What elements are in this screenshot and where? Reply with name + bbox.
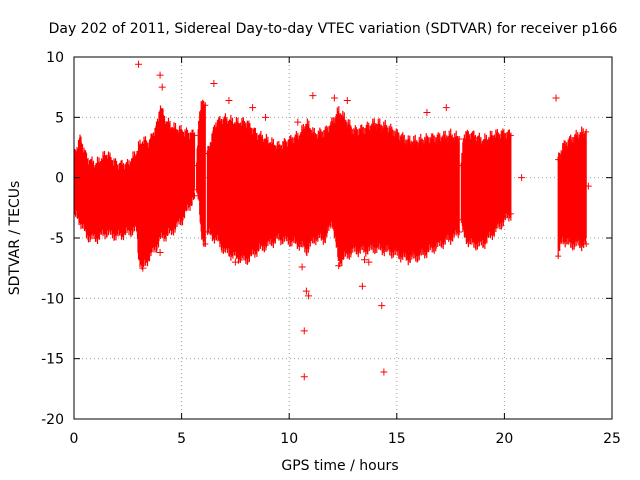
outlier-point	[442, 104, 450, 112]
x-tick-label: 25	[603, 431, 621, 447]
outlier-point	[249, 104, 257, 112]
x-tick-label: 5	[177, 431, 186, 447]
data-point-marker	[202, 241, 209, 248]
outlier-point	[343, 96, 351, 104]
data-point-marker	[555, 253, 562, 260]
outlier-point	[361, 256, 369, 264]
outlier-point	[225, 96, 233, 104]
outlier-point	[158, 83, 166, 91]
outlier-point	[358, 282, 366, 290]
y-tick-label: 10	[46, 50, 64, 66]
outlier-point	[309, 92, 317, 100]
y-tick-label: 0	[55, 171, 64, 187]
data-point-marker	[456, 228, 463, 235]
data-point-marker	[204, 228, 211, 235]
x-axis-label: GPS time / hours	[281, 458, 398, 474]
outlier-point	[518, 174, 526, 182]
outlier-point	[302, 287, 310, 295]
data-points	[74, 60, 592, 381]
data-point-marker	[583, 241, 590, 248]
y-tick-label: -15	[41, 352, 64, 368]
data-point-marker	[583, 128, 590, 135]
chart-title: Day 202 of 2011, Sidereal Day-to-day VTE…	[49, 21, 618, 37]
x-tick-label: 15	[388, 431, 406, 447]
outlier-point	[300, 373, 308, 381]
outlier-point	[300, 327, 308, 335]
data-point-marker	[191, 132, 198, 139]
y-tick-label: -10	[41, 291, 64, 307]
data-point-marker	[193, 186, 200, 193]
outlier-point	[584, 182, 592, 190]
data-point-marker	[507, 210, 514, 217]
data-point-marker	[555, 156, 562, 163]
outlier-point	[423, 109, 431, 117]
outlier-point	[294, 118, 302, 126]
data-point-marker	[456, 136, 463, 143]
x-tick-label: 10	[280, 431, 298, 447]
data-point-marker	[74, 210, 77, 217]
data-point-marker	[74, 152, 77, 159]
data-point-marker	[191, 192, 198, 199]
outlier-point	[262, 113, 270, 121]
outlier-point	[156, 248, 164, 256]
x-tick-label: 0	[70, 431, 79, 447]
y-tick-label: -20	[41, 412, 64, 428]
outlier-point	[365, 258, 373, 266]
outlier-point	[298, 263, 306, 271]
data-point-marker	[193, 162, 200, 169]
data-point-marker	[507, 132, 514, 139]
outlier-point	[380, 368, 388, 376]
data-point-marker	[458, 162, 465, 169]
outlier-point	[552, 94, 560, 102]
outlier-point	[231, 258, 239, 266]
y-tick-label: -5	[50, 231, 64, 247]
y-tick-label: 5	[55, 110, 64, 126]
data-point-marker	[202, 102, 209, 109]
outlier-point	[210, 80, 218, 88]
outlier-point	[156, 71, 164, 79]
outlier-point	[330, 94, 338, 102]
y-axis-label: SDTVAR / TECUs	[7, 181, 23, 296]
axis-ticks: 0 5 10 15 20 25 -20 -15 -10 -5 0 5 10	[41, 50, 621, 447]
x-tick-label: 20	[495, 431, 513, 447]
outlier-point	[305, 292, 313, 300]
outlier-point	[335, 262, 343, 270]
outlier-point	[139, 264, 147, 272]
data-point-marker	[458, 216, 465, 223]
data-point-marker	[204, 150, 211, 157]
outlier-point	[378, 302, 386, 310]
outlier-point	[135, 60, 143, 68]
